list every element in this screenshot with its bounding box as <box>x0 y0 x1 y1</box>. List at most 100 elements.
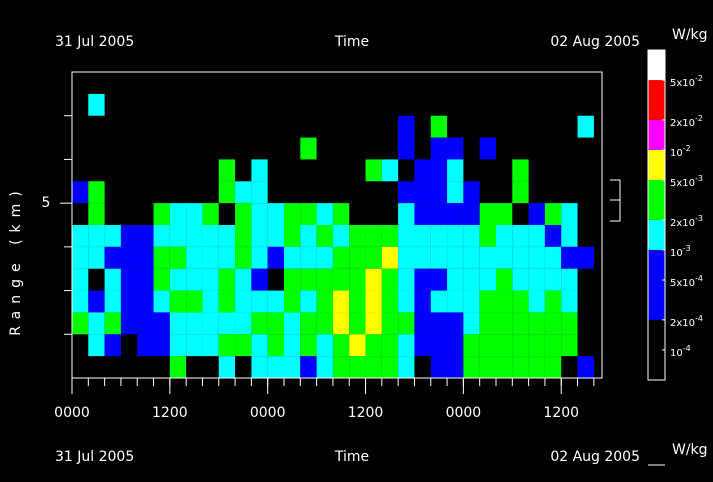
colorbar-label-exponent: -2 <box>695 113 703 122</box>
colorbar-label-exponent: -2 <box>683 143 691 152</box>
cell <box>349 268 366 291</box>
cell <box>430 225 448 247</box>
cell <box>88 246 105 269</box>
units-label: W/kg <box>672 27 708 43</box>
cell <box>137 334 154 357</box>
colorbar-label-base: 5x10 <box>670 78 695 89</box>
cell <box>381 246 399 269</box>
cell <box>447 203 464 225</box>
cell <box>365 290 382 313</box>
cell <box>235 203 252 225</box>
cell <box>267 290 284 313</box>
colorbar-label-exponent: -4 <box>695 274 703 283</box>
cell <box>365 312 382 335</box>
cell <box>398 290 415 313</box>
cell <box>430 356 448 378</box>
cell <box>512 290 529 313</box>
cell <box>137 246 154 269</box>
colorbar-label-base: 5x10 <box>670 178 695 189</box>
cell <box>251 356 268 378</box>
colorbar-label: 2x10-4 <box>670 313 703 329</box>
cell <box>332 356 350 378</box>
cell <box>202 203 219 225</box>
colorbar-frame <box>647 49 666 381</box>
colorbar-label: 5x10-2 <box>670 74 703 90</box>
cell <box>120 290 138 313</box>
cell <box>332 290 350 313</box>
cell <box>447 334 464 357</box>
colorbar-label-base: 5x10 <box>670 278 695 289</box>
cell <box>496 356 513 378</box>
cell <box>463 334 480 357</box>
cell <box>512 246 529 269</box>
cell <box>398 312 415 335</box>
cell <box>186 225 203 247</box>
cell <box>398 356 415 378</box>
cell <box>561 225 578 247</box>
cell <box>479 225 496 247</box>
cell <box>332 203 350 225</box>
cell <box>218 246 236 269</box>
cell <box>365 334 382 357</box>
cell <box>235 181 252 204</box>
colorbar-segment <box>648 249 665 320</box>
date-start: 31 Jul 2005 <box>55 34 134 50</box>
cell <box>88 290 105 313</box>
cell <box>414 246 431 269</box>
cell <box>447 159 464 182</box>
cell <box>381 356 399 378</box>
cell <box>381 334 399 357</box>
cell <box>235 312 252 335</box>
cell <box>186 290 203 313</box>
cell <box>218 159 236 182</box>
cell <box>365 246 382 269</box>
cell <box>137 268 154 291</box>
cell <box>479 246 496 269</box>
cell <box>430 203 448 225</box>
cell <box>300 225 317 247</box>
cell <box>496 225 513 247</box>
cell <box>88 181 105 204</box>
colorbar-label-exponent: -4 <box>683 343 691 352</box>
colorbar-label-base: 10 <box>670 248 683 259</box>
cell <box>88 203 105 225</box>
cell <box>479 203 496 225</box>
colorbar-label-exponent: -4 <box>695 313 703 322</box>
cell <box>104 225 121 247</box>
cell <box>463 246 480 269</box>
cell <box>88 93 105 116</box>
cell <box>544 246 562 269</box>
cell <box>528 312 545 335</box>
cell <box>528 334 545 357</box>
x-tick-label: 1200 <box>543 405 579 421</box>
cell <box>463 203 480 225</box>
cell <box>479 137 496 160</box>
cell <box>186 334 203 357</box>
cell <box>267 312 284 335</box>
cell <box>561 246 578 269</box>
cell <box>479 312 496 335</box>
cell <box>332 268 350 291</box>
cell <box>430 246 448 269</box>
cell <box>463 356 480 378</box>
cell <box>169 356 187 378</box>
cell <box>561 312 578 335</box>
cell <box>202 268 219 291</box>
cell <box>414 312 431 335</box>
cell <box>381 290 399 313</box>
cell <box>169 312 187 335</box>
cell <box>169 246 187 269</box>
cell <box>398 225 415 247</box>
cell <box>414 203 431 225</box>
colorbar-label-base: 10 <box>670 348 683 359</box>
cell <box>218 290 236 313</box>
cell <box>577 356 594 378</box>
cell <box>496 246 513 269</box>
cell <box>349 246 366 269</box>
colorbar-label-exponent: -3 <box>683 243 691 252</box>
cell <box>332 334 350 357</box>
cell <box>153 246 170 269</box>
cell <box>479 356 496 378</box>
date-end: 02 Aug 2005 <box>550 449 640 465</box>
cell <box>544 225 562 247</box>
